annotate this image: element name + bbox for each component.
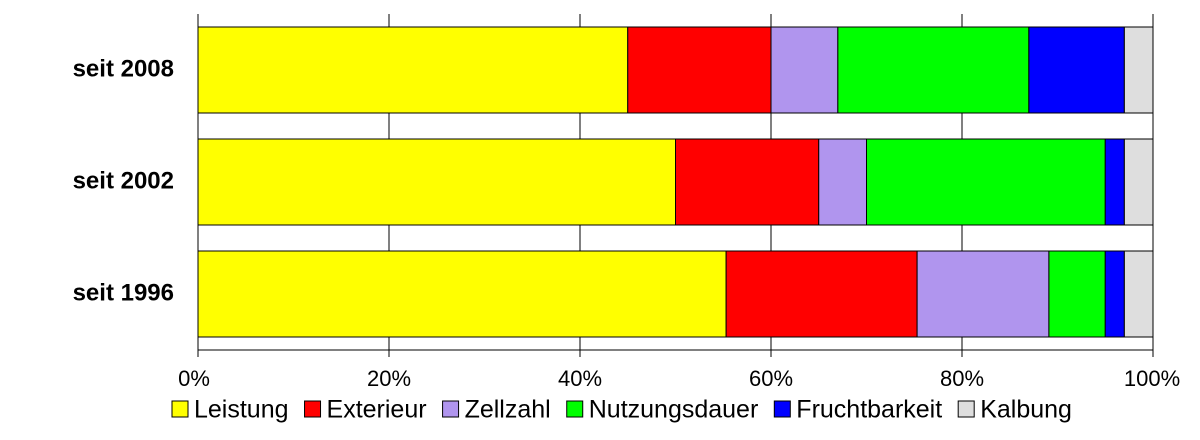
legend: Leistung Exterieur Zellzahl Nutzungsdauer Fr…	[171, 396, 1072, 424]
bar-kalbung-seit-2008	[1123, 26, 1154, 114]
bar-nutzungsdauer-seit-2002	[866, 138, 1106, 226]
x-tick-label: 100%	[1124, 366, 1180, 391]
legend-swatch-zellzahl	[442, 400, 460, 418]
bar-fruchtbarkeit-seit-1996	[1104, 250, 1125, 338]
x-tick-label: 80%	[940, 366, 984, 391]
legend-swatch-exterieur	[304, 400, 322, 418]
bar-fruchtbarkeit-seit-2008	[1028, 26, 1125, 114]
category-label: seit 2008	[73, 55, 174, 82]
legend-swatch-nutzungsdauer	[566, 400, 584, 418]
bar-leistung-seit-2002	[197, 138, 676, 226]
legend-swatch-leistung	[171, 400, 189, 418]
bar-zellzahl-seit-2002	[818, 138, 867, 226]
category-label: seit 2002	[73, 167, 174, 194]
category-label: seit 1996	[73, 279, 174, 306]
legend-label-kalbung: Kalbung	[980, 396, 1072, 424]
category-labels: seit 2008 seit 2002 seit 1996	[73, 55, 174, 306]
bar-leistung-seit-2008	[197, 26, 629, 114]
bar-kalbung-seit-2002	[1123, 138, 1154, 226]
bar-zellzahl-seit-1996	[916, 250, 1050, 338]
x-tick-label: 20%	[367, 366, 411, 391]
bar-leistung-seit-1996	[197, 250, 727, 338]
bar-fruchtbarkeit-seit-2002	[1104, 138, 1125, 226]
bar-nutzungsdauer-seit-1996	[1048, 250, 1106, 338]
bar-zellzahl-seit-2008	[770, 26, 839, 114]
x-tick-label: 40%	[558, 366, 602, 391]
bar-kalbung-seit-1996	[1123, 250, 1154, 338]
x-tick-label: 60%	[749, 366, 793, 391]
legend-label-fruchtbarkeit: Fruchtbarkeit	[796, 396, 942, 424]
legend-label-nutzungsdauer: Nutzungsdauer	[589, 396, 759, 424]
legend-label-leistung: Leistung	[194, 396, 289, 424]
bars	[197, 26, 1154, 338]
bar-exterieur-seit-2002	[675, 138, 820, 226]
bar-exterieur-seit-2008	[627, 26, 772, 114]
bar-nutzungsdauer-seit-2008	[837, 26, 1030, 114]
legend-label-exterieur: Exterieur	[327, 396, 427, 424]
legend-swatch-kalbung	[957, 400, 975, 418]
x-tick-label: 0%	[178, 366, 210, 391]
bar-exterieur-seit-1996	[725, 250, 918, 338]
x-axis: 0% 20% 40% 60% 80% 100%	[178, 349, 1180, 391]
legend-label-zellzahl: Zellzahl	[465, 396, 551, 424]
legend-swatch-fruchtbarkeit	[773, 400, 791, 418]
